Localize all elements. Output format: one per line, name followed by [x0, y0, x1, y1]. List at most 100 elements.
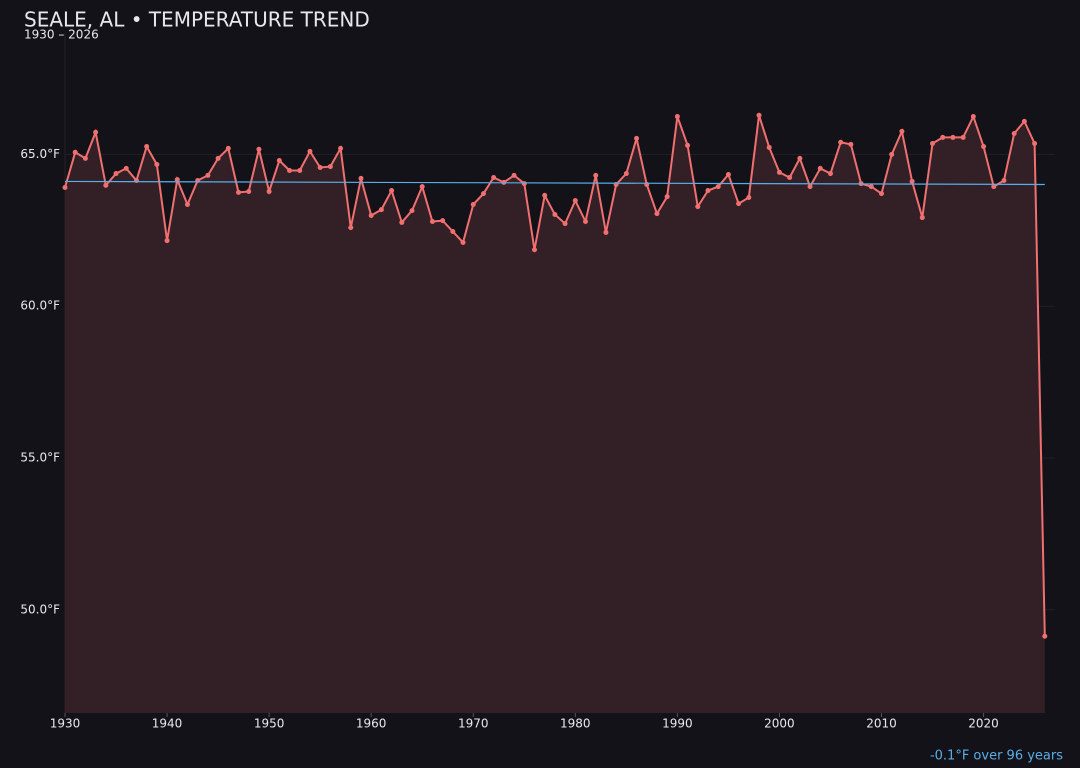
point [572, 198, 578, 204]
point [542, 192, 548, 198]
trend-label: -0.1°F over 96 years [930, 749, 1063, 764]
point [807, 184, 813, 190]
point [664, 194, 670, 200]
x-tick-label: 1930 [50, 717, 81, 731]
point [603, 229, 609, 235]
chart-title: SEALE, AL • TEMPERATURE TREND [24, 8, 370, 32]
point [348, 225, 354, 231]
point [991, 184, 997, 190]
point [685, 142, 691, 148]
point [827, 171, 833, 177]
x-tick-label: 1950 [254, 717, 285, 731]
point [409, 208, 415, 214]
point [654, 211, 660, 217]
point [133, 178, 139, 184]
point [399, 219, 405, 225]
point [981, 144, 987, 150]
point [909, 178, 915, 184]
point [256, 146, 262, 152]
point [552, 212, 558, 218]
point [1042, 633, 1048, 639]
point [1001, 178, 1007, 184]
point [634, 135, 640, 141]
point [919, 215, 925, 221]
point [246, 188, 252, 194]
point [674, 113, 680, 119]
point [797, 155, 803, 161]
x-tick-label: 1970 [458, 717, 489, 731]
point [164, 238, 170, 244]
point [970, 113, 976, 119]
point [878, 191, 884, 197]
point [470, 202, 476, 208]
point [491, 175, 497, 180]
x-tick-label: 1960 [356, 717, 387, 731]
point [154, 161, 160, 167]
point [817, 165, 823, 171]
point [72, 149, 78, 155]
x-tick-label: 2000 [764, 717, 795, 731]
point [82, 155, 88, 161]
point [766, 144, 772, 150]
point [440, 218, 446, 224]
point [1021, 118, 1027, 124]
point [593, 172, 599, 178]
point [787, 175, 793, 180]
point [868, 184, 874, 190]
x-tick-label: 1990 [662, 717, 693, 731]
trend-line [64, 180, 1045, 186]
point [103, 182, 109, 188]
point [583, 219, 589, 225]
point [756, 112, 762, 118]
point [623, 171, 629, 177]
point [307, 148, 313, 154]
point [695, 204, 701, 210]
point [715, 184, 721, 190]
point [113, 171, 119, 177]
point [297, 168, 303, 174]
point [960, 134, 966, 140]
point [940, 134, 946, 140]
point [205, 172, 211, 178]
y-tick-label: 50.0°F [20, 602, 60, 616]
point [378, 207, 384, 213]
point [266, 188, 272, 194]
point [93, 129, 99, 135]
point [225, 145, 231, 151]
point [725, 171, 731, 177]
point [144, 144, 150, 150]
point [429, 219, 435, 225]
point [746, 195, 752, 201]
point [480, 191, 486, 197]
point [450, 229, 456, 235]
x-tick-label: 1980 [560, 717, 591, 731]
point [930, 141, 936, 146]
point [776, 169, 782, 175]
area [65, 115, 1045, 713]
point [123, 165, 129, 171]
point [531, 247, 537, 253]
point [460, 239, 466, 245]
point [562, 221, 568, 227]
point [1032, 141, 1038, 146]
point [950, 134, 956, 140]
x-tick-label: 1940 [152, 717, 183, 731]
point [511, 172, 517, 178]
point [327, 164, 333, 170]
point [889, 151, 895, 157]
point [705, 188, 711, 194]
point [236, 189, 242, 195]
x-tick-label: 2010 [866, 717, 897, 731]
point [848, 141, 854, 147]
point [368, 212, 374, 218]
point [317, 164, 323, 170]
point [736, 201, 742, 207]
point [62, 185, 68, 191]
point [276, 158, 282, 163]
chart-subtitle: 1930 – 2026 [24, 28, 99, 42]
point [838, 139, 844, 145]
point [184, 202, 190, 208]
point [1011, 130, 1017, 136]
point [287, 168, 293, 174]
